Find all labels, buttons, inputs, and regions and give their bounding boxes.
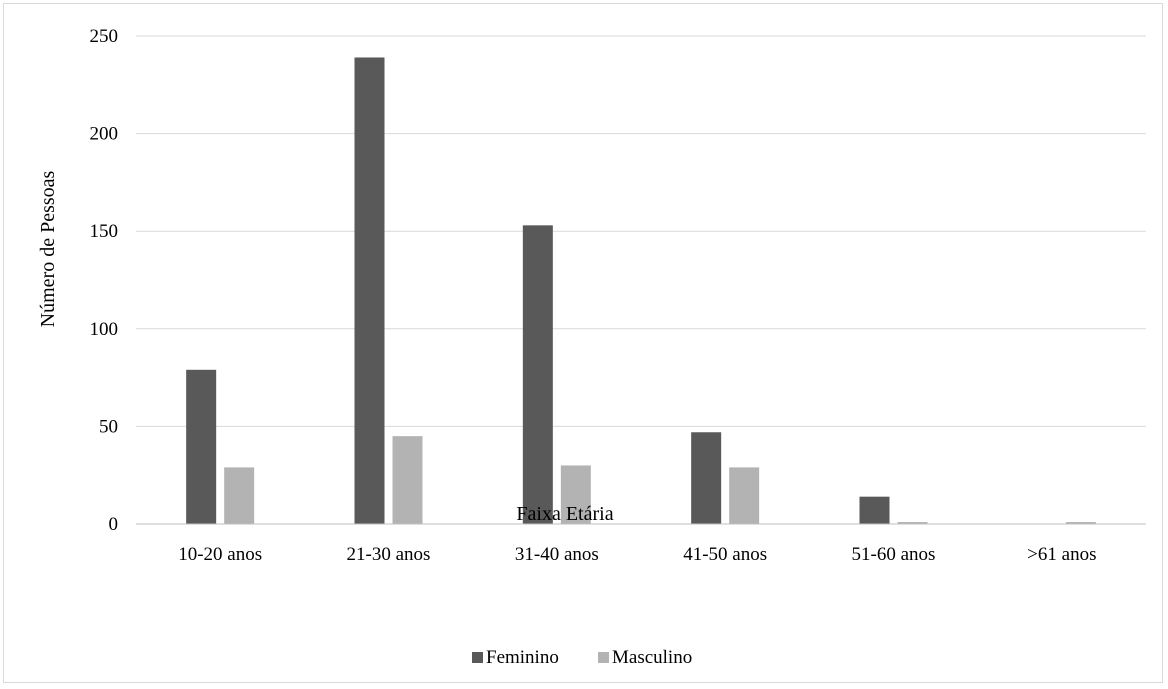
bar-chart: 0 50 100 150 200 250 10-20 anos 21-30 anos 31-40… [37, 26, 1146, 668]
bar-masculino [1065, 522, 1096, 524]
x-tick-label: 10-20 anos [178, 544, 262, 565]
bar-feminino [691, 432, 722, 524]
bar-feminino [354, 57, 385, 525]
x-tick-label: 51-60 anos [852, 544, 936, 565]
y-tick-label: 200 [90, 124, 119, 145]
x-tick-label: >61 anos [1027, 544, 1096, 565]
y-axis-title: Número de Pessoas [37, 170, 59, 327]
legend: Feminino Masculino [472, 647, 692, 668]
bar-feminino [186, 369, 217, 524]
gridlines [136, 35, 1146, 427]
bar-masculino [560, 465, 591, 524]
legend-label-masculino: Masculino [612, 647, 692, 668]
bar-masculino [897, 522, 928, 524]
bar-masculino [729, 467, 760, 524]
axes: 0 50 100 150 200 250 10-20 anos 21-30 anos 31-40… [90, 26, 1146, 565]
y-tick-label: 50 [99, 416, 118, 437]
legend-swatch-feminino [472, 652, 483, 663]
chart-frame: 0 50 100 150 200 250 10-20 anos 21-30 anos 31-40… [3, 3, 1163, 683]
legend-swatch-masculino [598, 652, 609, 663]
y-tick-label: 250 [90, 26, 119, 47]
x-tick-label: 31-40 anos [515, 544, 599, 565]
bar-feminino [859, 496, 890, 524]
bar-feminino [522, 225, 553, 524]
x-axis-title: Faixa Etária [516, 503, 613, 525]
x-tick-label: 21-30 anos [347, 544, 431, 565]
y-tick-label: 100 [90, 319, 119, 340]
legend-label-feminino: Feminino [486, 647, 559, 668]
bars [186, 57, 1096, 525]
y-tick-label: 150 [90, 221, 119, 242]
bar-masculino [392, 436, 423, 524]
x-tick-label: 41-50 anos [683, 544, 767, 565]
bar-masculino [224, 467, 255, 524]
y-tick-label: 0 [109, 514, 119, 535]
